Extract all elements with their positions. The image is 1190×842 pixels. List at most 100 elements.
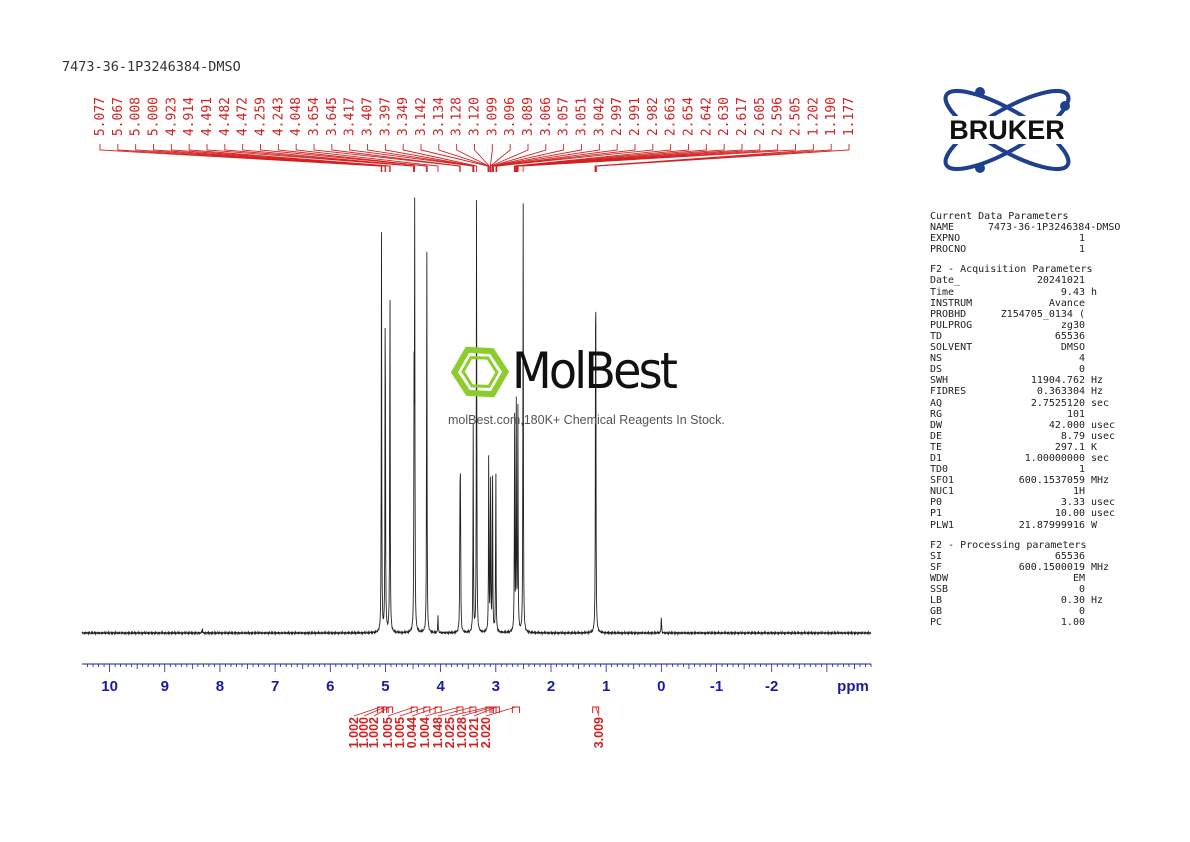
parameter-row: SF 600.1500019 MHz — [930, 562, 1115, 573]
integral-label: 1.005 — [381, 717, 395, 748]
peak-label: 2.982 — [646, 97, 661, 136]
parameter-value: 0 — [1078, 584, 1085, 595]
parameter-row: D1 1.00000000 sec — [930, 453, 1115, 464]
peak-leader — [594, 144, 814, 172]
peak-leader — [384, 144, 475, 172]
peak-label: 4.243 — [271, 97, 286, 136]
parameter-group-heading: F2 - Acquisition Parameters — [930, 264, 1093, 276]
spectrum-trace — [81, 197, 872, 636]
peak-label: 3.089 — [521, 97, 536, 136]
integral-label: 1.002 — [367, 717, 381, 748]
peak-leader — [516, 144, 743, 172]
parameter-key: DS — [930, 364, 943, 376]
integral-bracket — [434, 706, 442, 713]
integral-bracket — [492, 706, 500, 713]
parameter-key: P1 — [930, 508, 943, 520]
parameter-row: INSTRUM Avance — [930, 298, 1115, 309]
peak-label: 3.349 — [396, 97, 411, 136]
parameter-unit: Hz — [1091, 595, 1104, 607]
peak-leader — [438, 144, 489, 172]
x-tick-label: 4 — [436, 678, 445, 695]
parameter-value: 4 — [1078, 353, 1085, 365]
peak-leader — [595, 144, 832, 172]
integral-label: 1.004 — [418, 717, 432, 748]
parameter-row: SFO1 600.1537059 MHz — [930, 475, 1115, 486]
peak-leader — [492, 144, 582, 172]
parameter-row: SWH 11904.762 Hz — [930, 375, 1115, 386]
parameter-row: PROCNO 1 — [930, 244, 1115, 255]
peak-leader — [188, 144, 391, 172]
x-tick-label: 1 — [602, 678, 610, 695]
parameter-unit: usec — [1091, 508, 1116, 520]
peak-leader — [496, 144, 654, 172]
peak-leader — [260, 144, 427, 172]
parameter-key: AQ — [930, 397, 943, 409]
parameter-row: TE 297.1 K — [930, 442, 1115, 453]
spectrum-title: 7473-36-1P3246384-DMSO — [62, 59, 241, 75]
integral-connector — [473, 706, 497, 717]
parameter-unit: sec — [1091, 397, 1110, 409]
bruker-logo: BRUKER — [924, 87, 1091, 173]
parameter-unit — [1085, 364, 1091, 375]
peak-label: 4.259 — [254, 97, 269, 136]
parameter-row: AQ 2.7525120 sec — [930, 398, 1115, 409]
parameter-group-heading: F2 - Processing parameters — [930, 539, 1087, 551]
integral-connector — [387, 706, 415, 717]
peak-leader — [490, 144, 529, 172]
peak-label: 1.190 — [824, 97, 839, 136]
parameter-unit: usec — [1091, 497, 1116, 509]
peak-leader — [349, 144, 474, 172]
parameter-key: SI — [930, 550, 943, 562]
peak-leader — [295, 144, 439, 172]
peak-leader — [277, 144, 428, 172]
peak-label: 2.991 — [628, 97, 643, 136]
parameter-row: PROBHD Z154705_0134 ( — [930, 309, 1115, 320]
parameter-value: Z154705_0134 ( — [1000, 308, 1085, 320]
parameter-value: 2.7525120 — [1030, 397, 1085, 409]
parameter-value: zg30 — [1060, 319, 1085, 331]
parameter-value: 65536 — [1054, 550, 1085, 562]
parameter-value: 21.87999916 — [1018, 519, 1085, 531]
parameter-value: 0 — [1078, 364, 1085, 376]
parameter-key: Time — [930, 286, 955, 298]
parameter-unit: MHz — [1091, 475, 1110, 487]
parameter-key: SF — [930, 561, 943, 573]
parameter-unit — [1085, 222, 1091, 233]
bruker-logo-text: BRUKER — [949, 115, 1065, 145]
x-tick-label: 2 — [547, 678, 555, 695]
molbest-hexagon-icon — [450, 346, 510, 398]
parameter-unit — [1085, 244, 1091, 255]
parameter-unit: sec — [1091, 452, 1110, 464]
parameter-key: SWH — [930, 375, 949, 387]
molbest-tagline: molBest.com,180K+ Chemical Reagents In S… — [448, 413, 725, 427]
parameter-unit — [1085, 584, 1091, 595]
parameter-key: D1 — [930, 452, 943, 464]
peak-leader — [491, 144, 547, 172]
parameter-unit — [1085, 320, 1091, 331]
integral-label: 1.021 — [467, 717, 481, 748]
parameter-unit — [1085, 486, 1091, 497]
parameter-row: Time 9.43 h — [930, 287, 1115, 298]
peak-leader — [495, 144, 636, 172]
parameter-key: SSB — [930, 584, 949, 595]
parameter-row: DE 8.79 usec — [930, 431, 1115, 442]
parameter-value: EM — [1072, 572, 1085, 584]
peak-leader — [595, 144, 850, 172]
integral-connector — [353, 706, 381, 717]
parameter-row: P0 3.33 usec — [930, 497, 1115, 508]
peak-label: 4.491 — [200, 97, 215, 136]
peak-label: 4.923 — [164, 97, 179, 136]
peak-label: 2.642 — [699, 97, 714, 136]
parameter-row: NS 4 — [930, 353, 1115, 364]
integral-connector — [461, 706, 494, 717]
parameter-value: 600.1500019 — [1018, 561, 1085, 573]
parameter-unit — [1085, 275, 1091, 286]
parameter-unit — [1085, 409, 1091, 420]
parameter-unit — [1085, 606, 1091, 617]
parameter-group: F2 - Processing parameters SI 65536 SF 600.1… — [930, 540, 1115, 629]
peak-label: 3.096 — [503, 97, 518, 136]
parameter-unit: h — [1091, 286, 1098, 298]
parameter-key: PLW1 — [930, 519, 955, 531]
integral-connector — [595, 706, 600, 717]
